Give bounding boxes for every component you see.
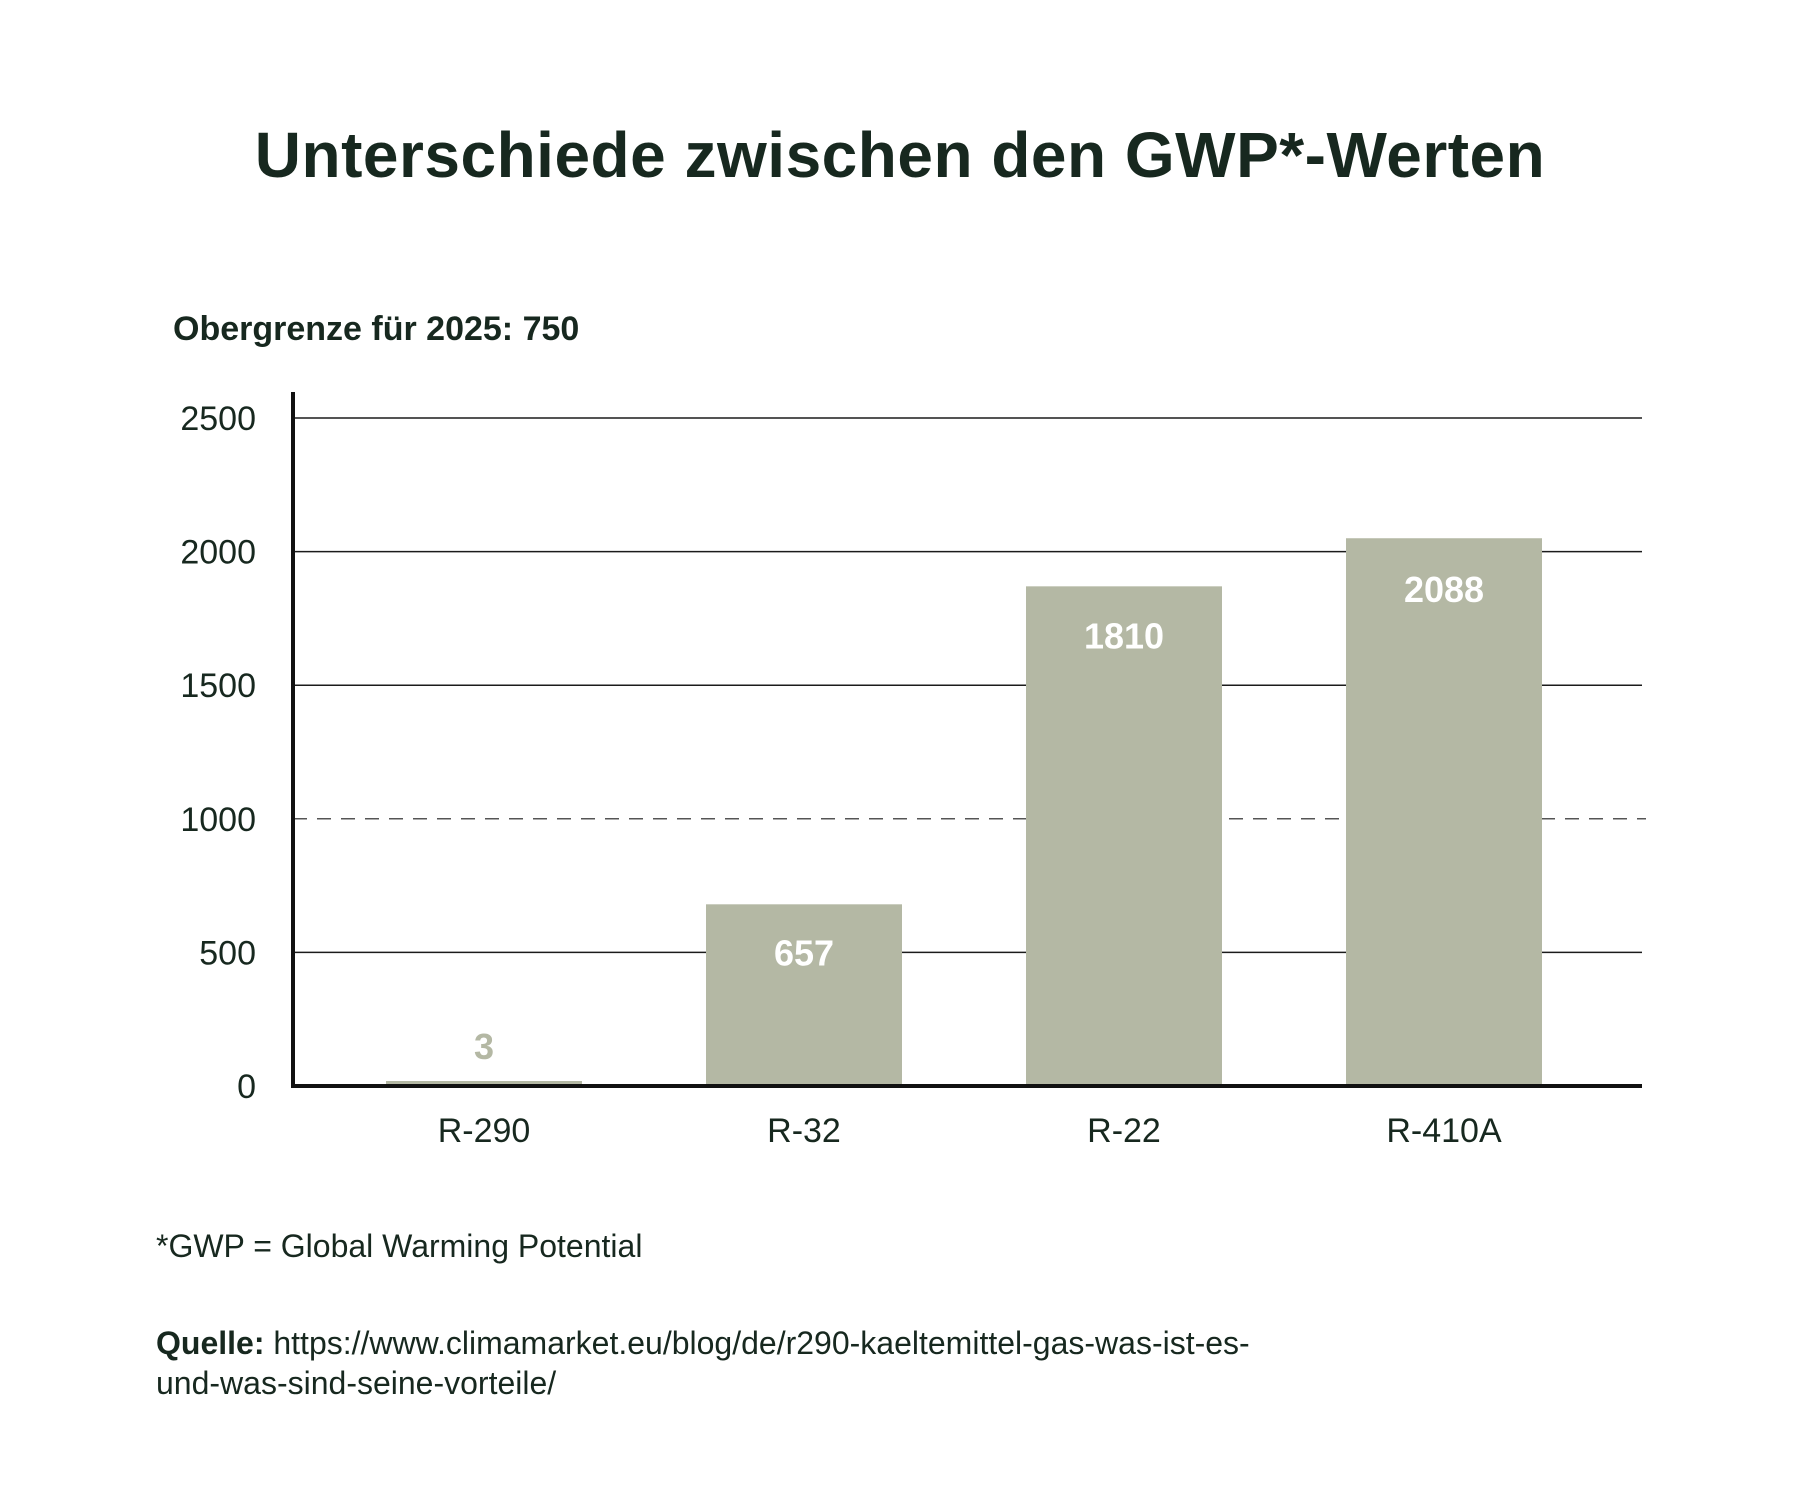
x-tick-label-r-22: R-22 <box>1087 1112 1161 1150</box>
value-label-r-32: 657 <box>774 932 834 973</box>
y-tick-label-2500: 2500 <box>180 400 256 438</box>
bar-r-32 <box>706 904 902 1086</box>
y-tick-label-1000: 1000 <box>180 801 256 839</box>
x-tick-label-r-32: R-32 <box>767 1112 841 1150</box>
source: Quelle: https://www.climamarket.eu/blog/… <box>156 1323 1306 1403</box>
value-label-r-22: 1810 <box>1084 615 1164 656</box>
source-label: Quelle: <box>156 1325 265 1361</box>
x-tick-label-r-290: R-290 <box>438 1112 531 1150</box>
bar-r-290 <box>386 1081 582 1086</box>
y-tick-label-1500: 1500 <box>180 667 256 705</box>
footnote: *GWP = Global Warming Potential <box>156 1228 643 1264</box>
y-tick-label-2000: 2000 <box>180 534 256 572</box>
bar-chart: 0 500 1000 1500 2000 2500 3 R-290 657 R-32 1810 R-2… <box>180 392 1646 1150</box>
y-tick-label-0: 0 <box>237 1068 256 1106</box>
source-url: https://www.climamarket.eu/blog/de/r290-… <box>156 1325 1250 1401</box>
chart-title: Unterschiede zwischen den GWP*-Werten <box>254 119 1546 191</box>
x-tick-label-r-410a: R-410A <box>1386 1112 1502 1150</box>
chart-subtitle: Obergrenze für 2025: 750 <box>173 310 580 348</box>
bar-r-410a <box>1346 538 1542 1086</box>
y-tick-label-500: 500 <box>199 934 256 972</box>
value-label-r-290: 3 <box>474 1026 494 1067</box>
value-label-r-410a: 2088 <box>1404 569 1484 610</box>
bar-r-22 <box>1026 586 1222 1086</box>
